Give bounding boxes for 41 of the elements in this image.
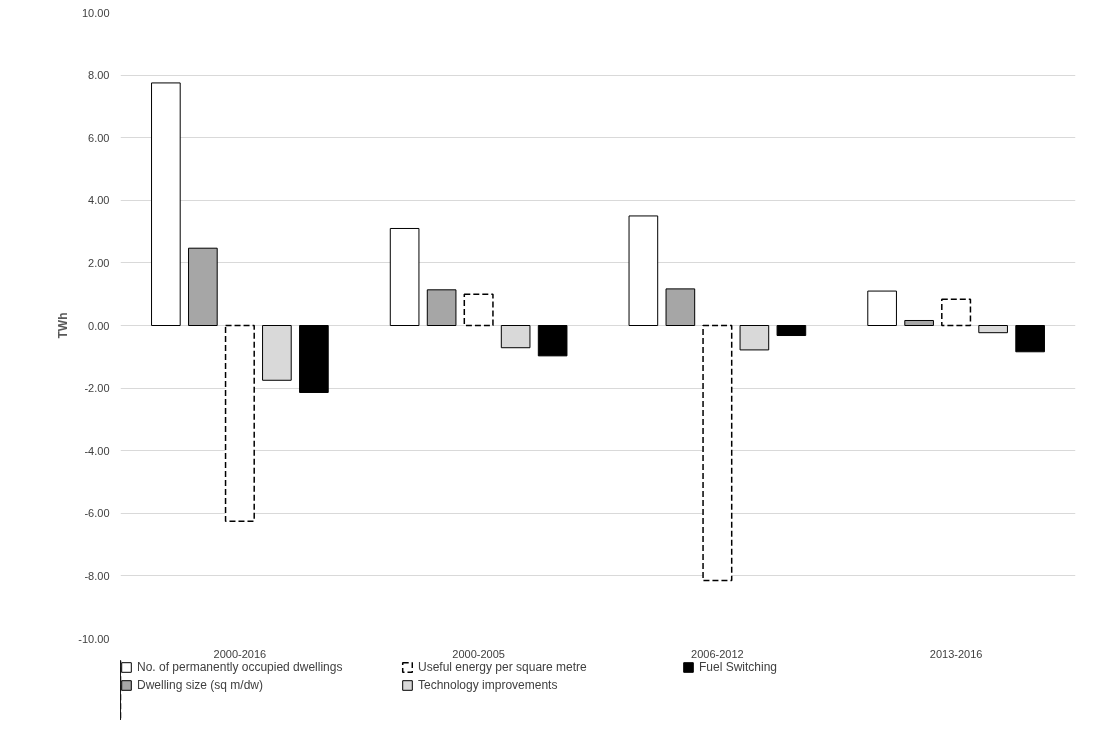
y-tick-label: -6.00	[84, 507, 110, 520]
legend-label: Technology improvements	[418, 678, 559, 692]
bar	[978, 325, 1008, 334]
legend-label: No. of permanently occupied dwellings	[137, 660, 344, 674]
y-tick-label: -8.00	[84, 569, 110, 582]
y-axis-title: TWh	[56, 312, 71, 339]
bar	[702, 324, 733, 582]
bar	[1015, 325, 1045, 353]
bar	[537, 325, 568, 357]
bar	[188, 247, 218, 326]
bar	[299, 325, 329, 393]
bar	[776, 325, 807, 337]
bar	[867, 290, 897, 326]
y-tick-label: -4.00	[84, 444, 110, 457]
y-tick-label: -10.00	[78, 632, 110, 645]
x-tick-label: 2000-2005	[452, 647, 505, 660]
y-tick-label: -2.00	[84, 382, 110, 395]
x-tick-label: 2013-2016	[929, 647, 983, 660]
y-tick-label: 2.00	[88, 256, 110, 269]
bar	[389, 227, 420, 326]
y-tick-label: 4.00	[88, 194, 110, 207]
bar	[426, 289, 457, 326]
y-tick-label: 10.00	[81, 6, 110, 19]
bar	[500, 325, 531, 349]
bar	[665, 288, 696, 326]
legend-label: Fuel Switching	[699, 660, 779, 674]
bar	[628, 215, 659, 326]
x-tick-label: 2000-2016	[213, 647, 267, 660]
y-tick-label: 8.00	[88, 69, 110, 82]
bar	[224, 324, 255, 522]
bar	[463, 293, 494, 327]
bar	[904, 319, 934, 326]
bar	[941, 298, 972, 327]
y-tick-label: 6.00	[88, 131, 110, 144]
legend-label: Useful energy per square metre	[418, 660, 588, 674]
bar	[151, 82, 181, 326]
x-tick-label: 2006-2012	[691, 647, 744, 660]
legend-label: Dwelling size (sq m/dw)	[137, 678, 265, 692]
bar	[739, 325, 770, 351]
bar	[262, 325, 292, 381]
y-tick-label: 0.00	[88, 319, 110, 332]
